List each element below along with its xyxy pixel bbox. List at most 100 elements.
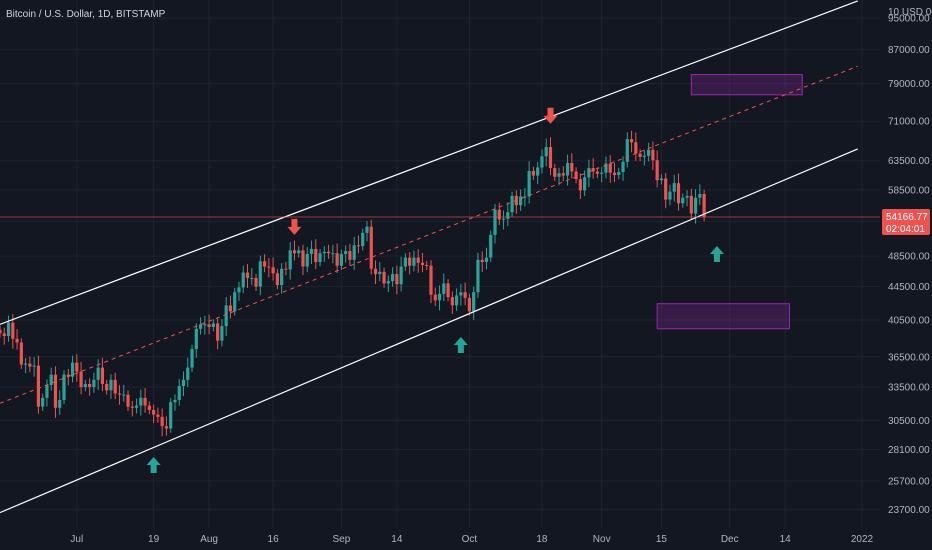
candle-body bbox=[437, 293, 442, 301]
candle-body bbox=[365, 226, 369, 233]
candle-body bbox=[275, 273, 279, 286]
candle-body bbox=[519, 196, 523, 206]
time-axis[interactable]: Jul 19 Aug 16 Sep 14 Oct 18 Nov 15 Dec 14 2022 bbox=[70, 534, 873, 545]
candle-body bbox=[638, 153, 642, 157]
candle-body bbox=[254, 277, 258, 287]
candle-body bbox=[463, 292, 467, 298]
candle-body bbox=[583, 177, 587, 191]
candle-body bbox=[207, 324, 211, 328]
y-tick-label: 58500.00 bbox=[888, 185, 930, 196]
arrow-markers bbox=[146, 107, 724, 473]
candle-body bbox=[0, 329, 2, 334]
candle-body bbox=[92, 379, 96, 388]
candle-body bbox=[651, 149, 655, 161]
candle-body bbox=[139, 397, 143, 406]
candle-body bbox=[348, 251, 352, 260]
candle-body bbox=[591, 168, 595, 172]
candle-body bbox=[326, 251, 331, 254]
y-tick-label: 30500.00 bbox=[888, 416, 930, 427]
price-axis-unit: 10 USD 00 bbox=[888, 7, 932, 18]
x-tick-label: 19 bbox=[148, 534, 160, 545]
target-zone[interactable] bbox=[656, 303, 790, 330]
arrow-up-icon bbox=[453, 336, 468, 353]
candle-body bbox=[100, 367, 105, 384]
channel-lower-line[interactable] bbox=[0, 148, 858, 514]
candle-body bbox=[198, 324, 203, 329]
candle-body bbox=[361, 232, 365, 247]
candle-body bbox=[382, 271, 386, 284]
candle-body bbox=[83, 383, 87, 388]
x-tick-label: Jul bbox=[70, 534, 83, 545]
candle-body bbox=[262, 261, 267, 267]
candle-body bbox=[420, 262, 425, 266]
candle-body bbox=[399, 266, 403, 285]
candle-body bbox=[11, 322, 15, 339]
channel-upper-line[interactable] bbox=[0, 0, 858, 325]
candle-body bbox=[497, 209, 501, 220]
candle-body bbox=[49, 374, 53, 386]
arrow-down-icon bbox=[543, 107, 558, 124]
target-zone[interactable] bbox=[690, 74, 803, 96]
candle-body bbox=[105, 383, 109, 391]
candle-body bbox=[698, 194, 702, 198]
y-tick-label: 36500.00 bbox=[888, 352, 930, 363]
candle-body bbox=[88, 383, 92, 388]
y-tick-label: 40500.00 bbox=[888, 315, 930, 326]
target-zones bbox=[656, 74, 803, 330]
candle-body bbox=[621, 161, 625, 173]
x-tick-label: 16 bbox=[268, 534, 280, 545]
candle-body bbox=[412, 257, 416, 266]
candle-body bbox=[117, 393, 122, 395]
candle-body bbox=[122, 394, 126, 396]
candle-body bbox=[322, 251, 326, 254]
candle-body bbox=[284, 268, 288, 270]
channel-mid-line[interactable] bbox=[0, 65, 858, 404]
candle-body bbox=[96, 367, 100, 380]
candle-body bbox=[297, 250, 301, 254]
x-tick-label: Oct bbox=[462, 534, 478, 545]
candle-body bbox=[160, 416, 164, 427]
candle-body bbox=[676, 183, 681, 204]
candle-body bbox=[480, 259, 484, 263]
candle-body bbox=[356, 245, 361, 247]
candle-body bbox=[331, 253, 335, 255]
x-tick-label: Aug bbox=[200, 534, 218, 545]
candle-body bbox=[429, 265, 433, 295]
candle-body bbox=[493, 209, 497, 235]
candle-body bbox=[190, 349, 194, 368]
price-axis[interactable]: 10 USD 00 95000.00 87000.00 79000.00 71000.… bbox=[880, 0, 932, 550]
last-price-countdown: 02:04:01 bbox=[886, 224, 925, 235]
y-tick-label: 63500.00 bbox=[888, 156, 930, 167]
candle-body bbox=[216, 323, 220, 341]
candle-body bbox=[390, 274, 395, 282]
candle-body bbox=[450, 297, 454, 306]
candle-body bbox=[147, 405, 151, 411]
y-tick-label: 95000.00 bbox=[888, 14, 930, 25]
candle-body bbox=[250, 277, 254, 279]
candlestick-series bbox=[0, 130, 706, 437]
candle-body bbox=[211, 323, 215, 328]
candle-body bbox=[126, 394, 130, 407]
candle-body bbox=[574, 171, 578, 180]
candle-body bbox=[181, 379, 186, 387]
x-tick-label: 2022 bbox=[851, 534, 874, 545]
candle-body bbox=[634, 142, 638, 154]
x-tick-label: Dec bbox=[721, 534, 739, 545]
candle-body bbox=[130, 406, 134, 408]
candle-body bbox=[600, 172, 604, 174]
candle-body bbox=[233, 292, 237, 312]
y-tick-label: 79000.00 bbox=[888, 79, 930, 90]
candle-body bbox=[659, 178, 664, 181]
candle-body bbox=[335, 253, 339, 266]
x-tick-label: 15 bbox=[656, 534, 668, 545]
candle-body bbox=[152, 410, 156, 415]
candle-body bbox=[681, 197, 685, 204]
y-tick-label: 44500.00 bbox=[888, 282, 930, 293]
candle-body bbox=[506, 212, 510, 219]
chart-grid bbox=[0, 0, 880, 528]
candle-body bbox=[608, 163, 612, 173]
candle-body bbox=[548, 147, 553, 169]
candle-body bbox=[612, 172, 617, 175]
candle-body bbox=[617, 172, 621, 175]
